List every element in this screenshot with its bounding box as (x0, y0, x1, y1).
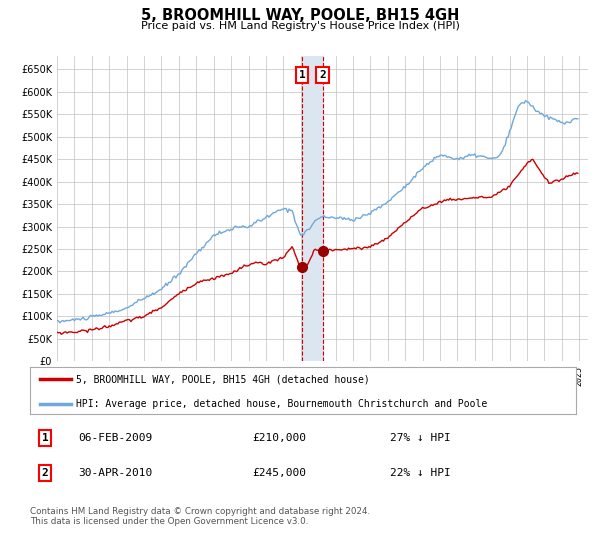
Text: Price paid vs. HM Land Registry's House Price Index (HPI): Price paid vs. HM Land Registry's House … (140, 21, 460, 31)
Text: 27% ↓ HPI: 27% ↓ HPI (390, 433, 451, 443)
Text: Contains HM Land Registry data © Crown copyright and database right 2024.
This d: Contains HM Land Registry data © Crown c… (30, 507, 370, 526)
Text: HPI: Average price, detached house, Bournemouth Christchurch and Poole: HPI: Average price, detached house, Bour… (76, 399, 488, 409)
Text: 2: 2 (41, 468, 49, 478)
Bar (302, 56, 323, 361)
Text: 1: 1 (299, 70, 305, 80)
Text: 30-APR-2010: 30-APR-2010 (78, 468, 152, 478)
Text: £210,000: £210,000 (252, 433, 306, 443)
Text: 1: 1 (41, 433, 49, 443)
Text: 22% ↓ HPI: 22% ↓ HPI (390, 468, 451, 478)
Text: £245,000: £245,000 (252, 468, 306, 478)
Text: 5, BROOMHILL WAY, POOLE, BH15 4GH (detached house): 5, BROOMHILL WAY, POOLE, BH15 4GH (detac… (76, 374, 370, 384)
Text: 06-FEB-2009: 06-FEB-2009 (78, 433, 152, 443)
Text: 5, BROOMHILL WAY, POOLE, BH15 4GH: 5, BROOMHILL WAY, POOLE, BH15 4GH (141, 8, 459, 24)
Text: 2: 2 (319, 70, 326, 80)
